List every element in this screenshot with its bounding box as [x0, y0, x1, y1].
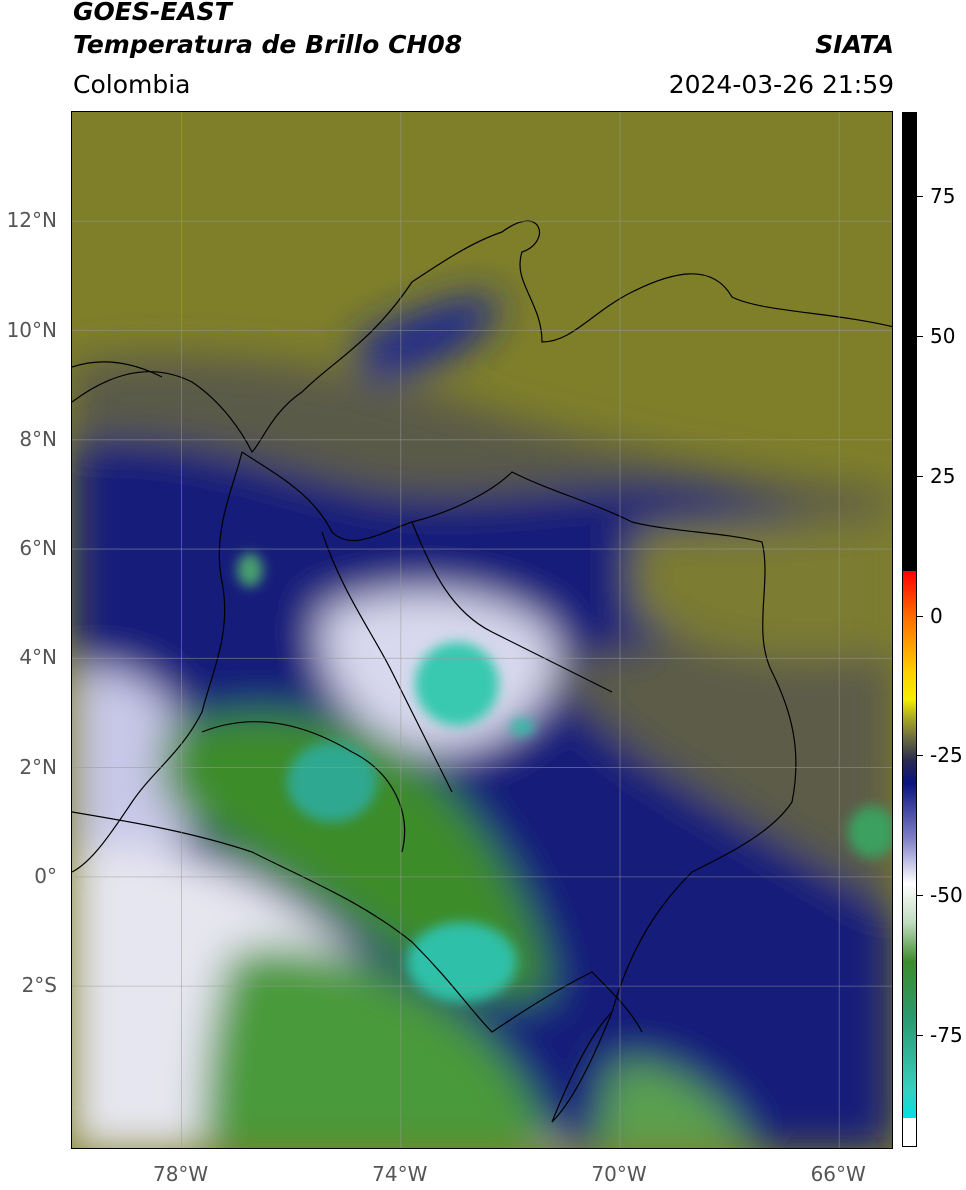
teal-core-small [510, 719, 534, 735]
boundaries [72, 220, 892, 1123]
datetime-label: 2024-03-26 21:59 [668, 70, 894, 99]
teal-core-choco [237, 553, 263, 587]
colombia-south-border [72, 811, 643, 1033]
colorbar-tick-label: 25 [930, 463, 956, 488]
colorbar-tick [917, 615, 923, 617]
lat-tick-label: 8°N [19, 426, 57, 451]
lon-tick-label: 74°W [372, 1162, 428, 1186]
colorbar-tick [917, 1035, 923, 1037]
lat-tick-label: 0° [34, 863, 57, 888]
colorbar-tick-label: -25 [930, 743, 963, 768]
lat-tick-label: 12°N [6, 208, 57, 233]
colorbar-tick-label: -75 [930, 1023, 963, 1048]
colorbar-tick-label: 75 [930, 183, 956, 208]
lat-tick-label: 2°N [19, 754, 57, 779]
colorbar-tick [917, 475, 923, 477]
brand-label: SIATA [815, 30, 894, 59]
graticule [72, 112, 892, 1148]
lat-tick-label: 2°S [21, 973, 57, 998]
department-line-2 [321, 531, 453, 793]
teal-core-amazon [407, 922, 517, 1002]
caribbean-cloud-streak [352, 295, 502, 382]
colorbar [902, 112, 917, 1147]
brazil-border [551, 1011, 613, 1123]
teal-core-caqueta [287, 742, 377, 822]
colorbar-tick-label: -50 [930, 883, 963, 908]
teal-core-east-andes [415, 642, 499, 726]
colorbar-tick [917, 895, 923, 897]
region-label: Colombia [73, 70, 191, 99]
colorbar-tick-label: 0 [930, 603, 943, 628]
lat-tick-label: 10°N [6, 317, 57, 342]
lon-tick-label: 66°W [810, 1162, 866, 1186]
product-title: Temperatura de Brillo CH08 [73, 30, 463, 59]
colorbar-tick [917, 195, 923, 197]
lon-tick-label: 78°W [152, 1162, 209, 1186]
cloud-field [72, 295, 892, 1148]
cold-cores [237, 553, 892, 1002]
lat-tick-label: 4°N [19, 645, 57, 670]
green-core-venezuela [848, 806, 892, 858]
map-panel [71, 111, 893, 1149]
caribbean-coastline [72, 220, 892, 454]
colorbar-tick [917, 335, 923, 337]
southern-convective-green [202, 946, 545, 1148]
lat-tick-label: 6°N [19, 536, 57, 561]
colorbar-tick-label: 50 [930, 323, 956, 348]
map-canvas [72, 112, 892, 1148]
lon-tick-label: 70°W [591, 1162, 647, 1186]
eastern-gray-area [542, 612, 892, 911]
department-line-1 [201, 721, 406, 853]
department-line-3 [411, 521, 613, 693]
colorbar-tick [917, 755, 923, 757]
satellite-title: GOES-EAST [73, 0, 232, 26]
colombia-east-border [241, 451, 797, 1123]
pacific-coastline [72, 451, 243, 873]
panama-coast [72, 361, 163, 378]
southeast-green-patch [592, 1060, 752, 1148]
